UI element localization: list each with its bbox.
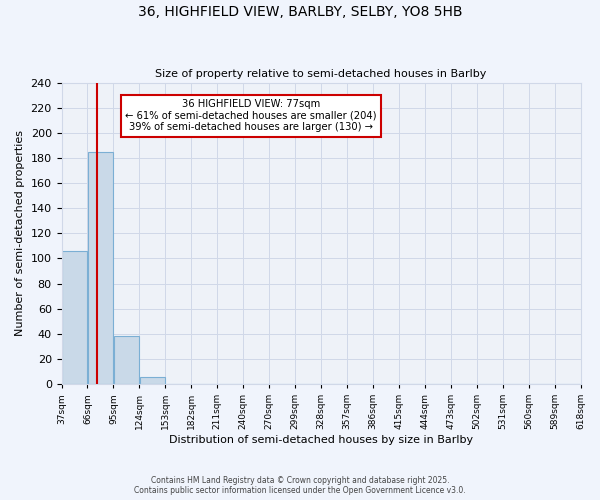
- Text: 36 HIGHFIELD VIEW: 77sqm
← 61% of semi-detached houses are smaller (204)
39% of : 36 HIGHFIELD VIEW: 77sqm ← 61% of semi-d…: [125, 99, 377, 132]
- Y-axis label: Number of semi-detached properties: Number of semi-detached properties: [15, 130, 25, 336]
- Title: Size of property relative to semi-detached houses in Barlby: Size of property relative to semi-detach…: [155, 69, 487, 79]
- X-axis label: Distribution of semi-detached houses by size in Barlby: Distribution of semi-detached houses by …: [169, 435, 473, 445]
- Text: Contains HM Land Registry data © Crown copyright and database right 2025.
Contai: Contains HM Land Registry data © Crown c…: [134, 476, 466, 495]
- Text: 36, HIGHFIELD VIEW, BARLBY, SELBY, YO8 5HB: 36, HIGHFIELD VIEW, BARLBY, SELBY, YO8 5…: [138, 5, 462, 19]
- Bar: [62, 251, 87, 384]
- Bar: [88, 152, 113, 384]
- Bar: [114, 336, 139, 384]
- Bar: [140, 376, 165, 384]
